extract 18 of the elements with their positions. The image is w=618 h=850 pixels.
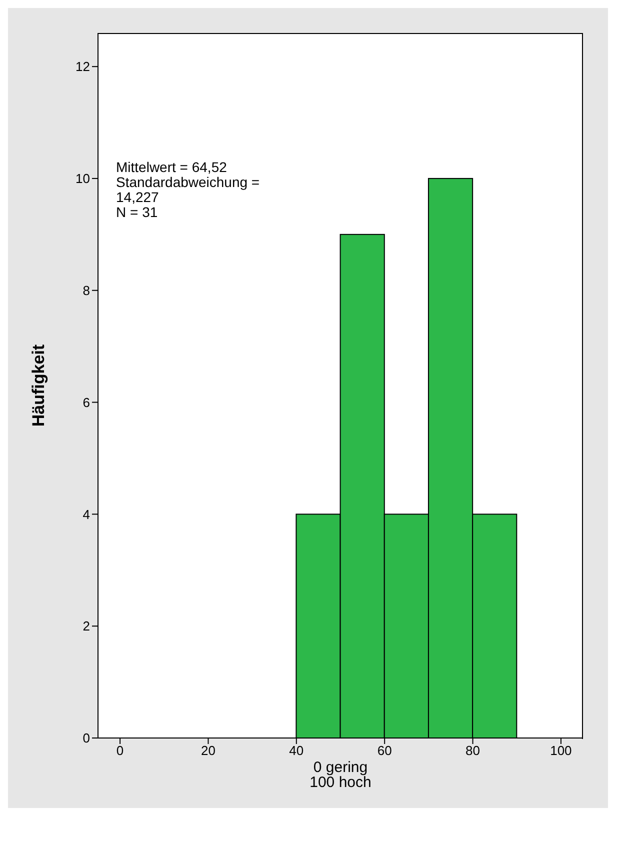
x-tick-label: 100 [550, 743, 572, 758]
annotation: N = 31 [116, 204, 159, 220]
y-axis-title: Häufigkeit [29, 344, 48, 427]
x-tick-label: 40 [289, 743, 304, 758]
y-tick-label: 0 [82, 730, 90, 746]
y-tick-label: 2 [82, 618, 90, 634]
x-tick-label: 80 [466, 743, 480, 758]
x-tick-label: 20 [200, 743, 216, 758]
annotation: Mittelwert = 64,52 [116, 159, 228, 175]
y-tick-label: 12 [76, 59, 90, 74]
x-tick-label: 60 [377, 743, 392, 758]
x-axis-title: 0 gering 100 hoch [310, 759, 372, 791]
y-tick-label: 4 [82, 506, 90, 522]
y-tick-label: 6 [82, 394, 90, 410]
annotation: Standardabweichung = 14,227 [116, 174, 261, 205]
y-tick-label: 10 [76, 171, 90, 186]
y-tick-label: 8 [82, 282, 90, 298]
x-tick-label: 0 [116, 743, 124, 758]
